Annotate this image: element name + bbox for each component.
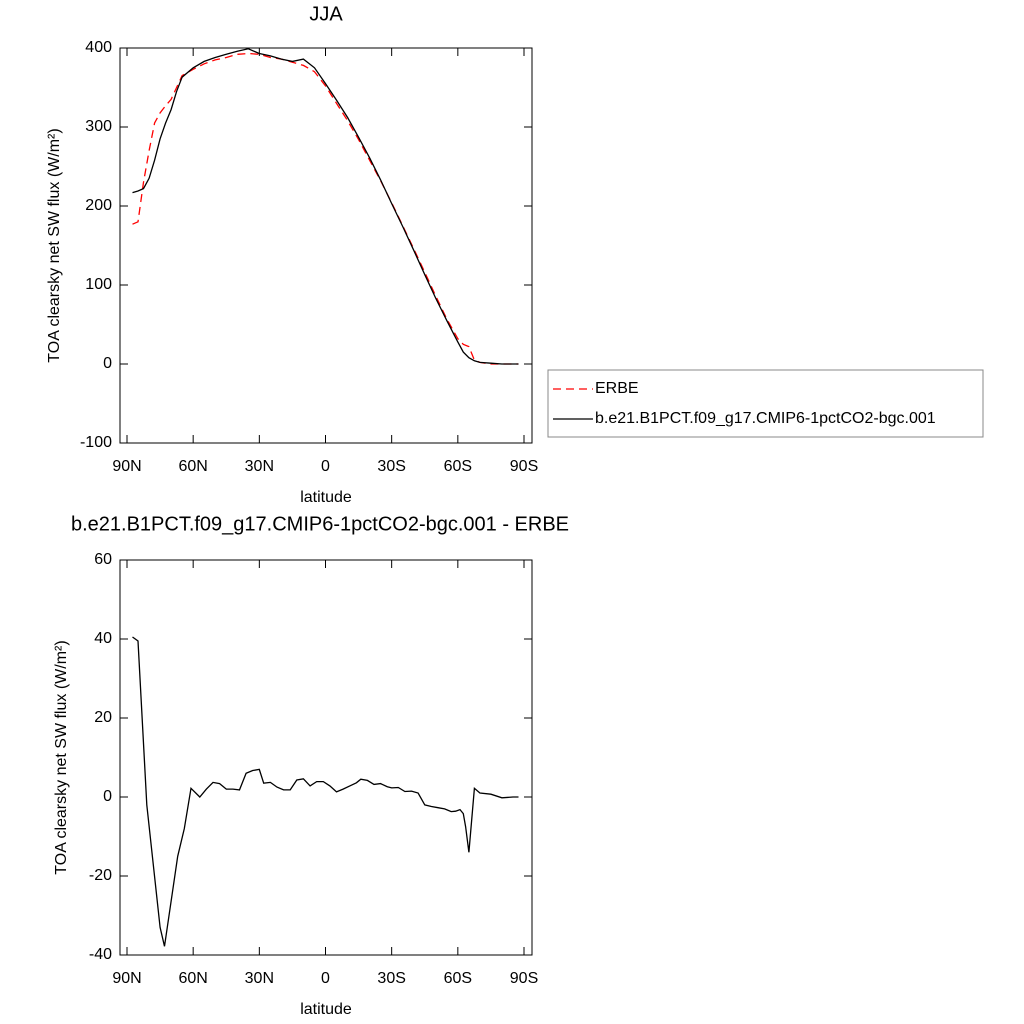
x-tick-label: 90S [510,970,538,987]
x-tick-label: 30S [377,458,405,475]
y-tick-label: 0 [103,355,112,372]
x-tick-label: 30N [245,458,274,475]
legend-label: b.e21.B1PCT.f09_g17.CMIP6-1pctCO2-bgc.00… [595,410,936,427]
y-tick-label: 200 [85,197,112,214]
y-axis-label: TOA clearsky net SW flux (W/m²) [46,128,63,362]
y-tick-label: 400 [85,39,112,56]
legend-box [547,369,984,438]
y-tick-label: 300 [85,118,112,135]
data-line [132,636,519,947]
x-tick-label: 60N [178,970,207,987]
y-axis-label: TOA clearsky net SW flux (W/m²) [53,640,70,874]
x-axis-label: latitude [300,1001,352,1018]
y-tick-label: 100 [85,276,112,293]
legend-label: ERBE [595,380,639,397]
y-tick-label: -40 [89,946,112,963]
x-tick-label: 0 [321,458,330,475]
x-tick-label: 90N [112,458,141,475]
y-tick-label: 20 [94,709,112,726]
chart-title: b.e21.B1PCT.f09_g17.CMIP6-1pctCO2-bgc.00… [71,513,569,535]
x-tick-label: 30N [245,970,274,987]
y-tick-label: -20 [89,867,112,884]
plot-frame [119,559,533,956]
x-tick-label: 90N [112,970,141,987]
x-tick-label: 60N [178,458,207,475]
x-tick-label: 0 [321,970,330,987]
plot-frame [119,47,533,444]
y-tick-label: 40 [94,630,112,647]
y-tick-label: -100 [80,434,112,451]
data-line [132,52,519,365]
x-tick-label: 60S [444,458,472,475]
y-tick-label: 60 [94,551,112,568]
x-tick-label: 60S [444,970,472,987]
data-line [132,48,519,365]
x-tick-label: 90S [510,458,538,475]
x-axis-label: latitude [300,489,352,506]
y-tick-label: 0 [103,788,112,805]
x-tick-label: 30S [377,970,405,987]
chart-title: JJA [309,3,343,25]
